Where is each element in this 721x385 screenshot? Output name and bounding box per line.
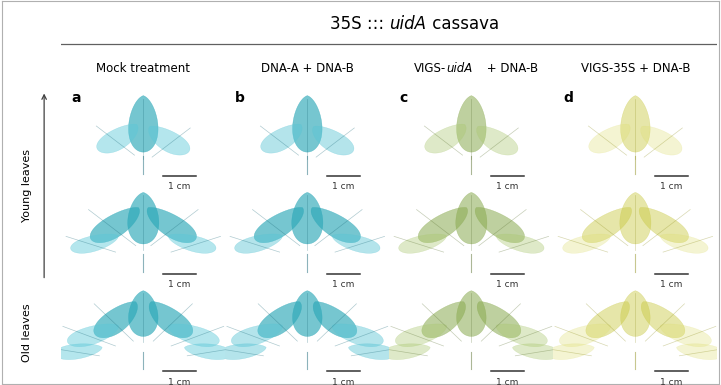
Polygon shape — [513, 344, 560, 360]
Polygon shape — [311, 208, 360, 243]
Polygon shape — [71, 234, 118, 253]
Polygon shape — [418, 208, 468, 243]
Text: uidA: uidA — [389, 15, 426, 33]
Polygon shape — [168, 324, 219, 347]
Text: VIGS-35S + DNA-B: VIGS-35S + DNA-B — [580, 62, 690, 75]
Polygon shape — [67, 324, 118, 347]
Polygon shape — [55, 344, 102, 360]
Polygon shape — [425, 124, 466, 153]
Polygon shape — [313, 302, 357, 338]
Polygon shape — [676, 344, 721, 360]
Polygon shape — [128, 192, 159, 244]
Polygon shape — [383, 344, 430, 360]
Text: 1 cm: 1 cm — [496, 182, 518, 191]
Polygon shape — [660, 234, 708, 253]
Polygon shape — [258, 302, 301, 338]
Text: c: c — [399, 91, 407, 105]
Text: 1 cm: 1 cm — [496, 280, 518, 289]
Polygon shape — [168, 234, 216, 253]
Polygon shape — [348, 344, 396, 360]
Text: 1 cm: 1 cm — [660, 182, 683, 191]
Polygon shape — [639, 208, 689, 243]
Polygon shape — [94, 302, 138, 338]
Text: Young leaves: Young leaves — [22, 149, 32, 222]
Polygon shape — [475, 208, 525, 243]
Polygon shape — [456, 192, 487, 244]
Text: 1 cm: 1 cm — [332, 182, 355, 191]
Text: d: d — [563, 91, 573, 105]
Text: Mock treatment: Mock treatment — [97, 62, 190, 75]
Polygon shape — [562, 234, 611, 253]
Text: DNA-A + DNA-B: DNA-A + DNA-B — [261, 62, 354, 75]
Polygon shape — [477, 126, 518, 155]
Text: b: b — [235, 91, 245, 105]
Text: 1 cm: 1 cm — [496, 378, 518, 385]
Polygon shape — [149, 302, 193, 338]
Polygon shape — [621, 95, 650, 152]
Polygon shape — [660, 324, 712, 347]
Polygon shape — [332, 324, 384, 347]
Polygon shape — [641, 302, 685, 338]
Polygon shape — [496, 324, 547, 347]
Text: 1 cm: 1 cm — [168, 280, 190, 289]
Text: 1 cm: 1 cm — [660, 280, 683, 289]
Polygon shape — [128, 291, 158, 336]
Polygon shape — [456, 95, 486, 152]
Polygon shape — [399, 234, 446, 253]
Text: 35S :::: 35S ::: — [330, 15, 389, 33]
Polygon shape — [621, 291, 650, 336]
Polygon shape — [456, 291, 486, 336]
Text: Old leaves: Old leaves — [22, 303, 32, 362]
Polygon shape — [90, 208, 140, 243]
Polygon shape — [496, 234, 544, 253]
Polygon shape — [422, 302, 466, 338]
Polygon shape — [586, 302, 629, 338]
Polygon shape — [332, 234, 380, 253]
Polygon shape — [395, 324, 446, 347]
Text: cassava: cassava — [427, 15, 499, 33]
Polygon shape — [234, 234, 283, 253]
Polygon shape — [293, 95, 322, 152]
Polygon shape — [254, 208, 304, 243]
Text: 1 cm: 1 cm — [168, 182, 190, 191]
Text: uidA: uidA — [446, 62, 473, 75]
Polygon shape — [231, 324, 283, 347]
Polygon shape — [261, 124, 302, 153]
Polygon shape — [559, 324, 611, 347]
Polygon shape — [147, 208, 197, 243]
Text: 1 cm: 1 cm — [332, 280, 355, 289]
Polygon shape — [589, 124, 630, 153]
Polygon shape — [185, 344, 232, 360]
Polygon shape — [97, 124, 138, 153]
Polygon shape — [641, 126, 682, 155]
Polygon shape — [477, 302, 521, 338]
Text: a: a — [71, 91, 81, 105]
Text: 1 cm: 1 cm — [332, 378, 355, 385]
Polygon shape — [620, 192, 651, 244]
Polygon shape — [149, 126, 190, 155]
Polygon shape — [313, 126, 354, 155]
Text: VIGS-: VIGS- — [414, 62, 446, 75]
Polygon shape — [128, 95, 158, 152]
Text: 1 cm: 1 cm — [660, 378, 683, 385]
Polygon shape — [292, 192, 323, 244]
Polygon shape — [293, 291, 322, 336]
Polygon shape — [547, 344, 594, 360]
Text: 1 cm: 1 cm — [168, 378, 190, 385]
Polygon shape — [582, 208, 632, 243]
Polygon shape — [218, 344, 266, 360]
Text: + DNA-B: + DNA-B — [483, 62, 539, 75]
